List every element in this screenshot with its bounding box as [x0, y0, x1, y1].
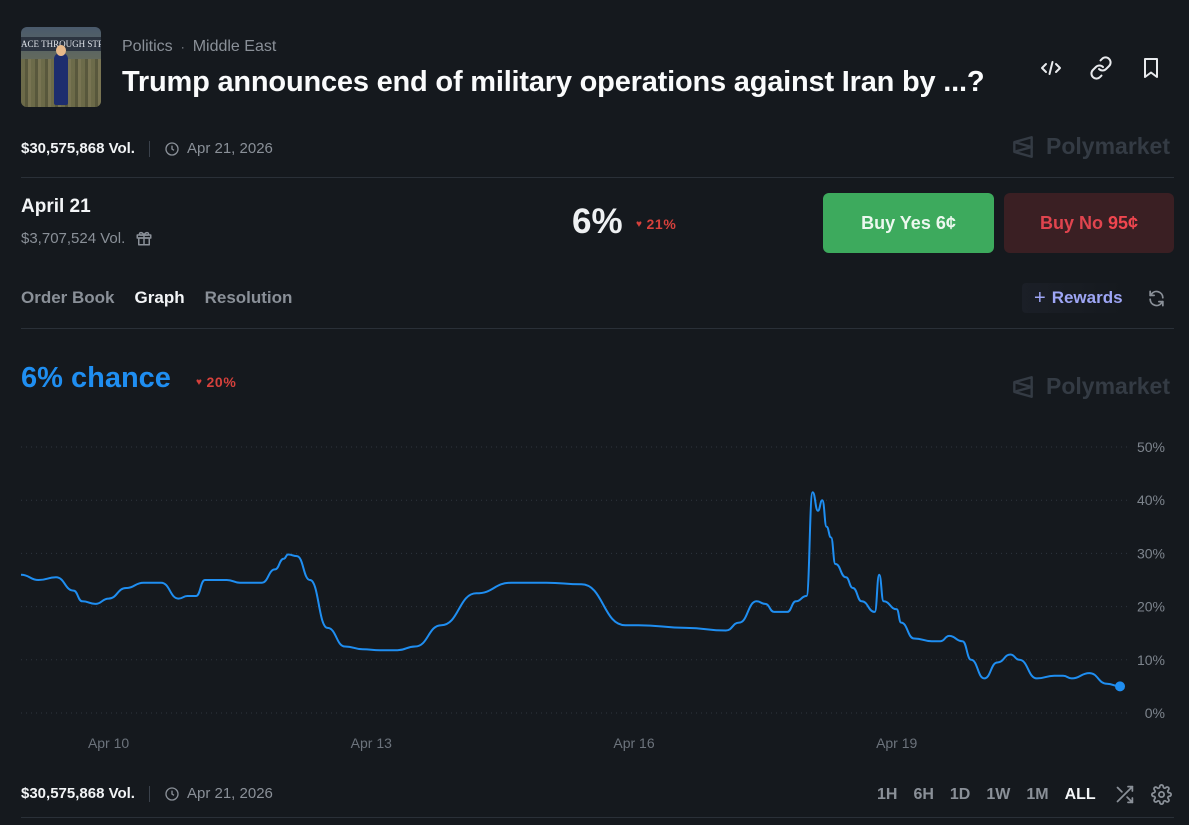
- market-volume: $3,707,524 Vol.: [21, 229, 126, 247]
- breadcrumb-category[interactable]: Politics: [122, 38, 173, 55]
- tab-graph[interactable]: Graph: [134, 288, 185, 307]
- tab-resolution[interactable]: Resolution: [204, 288, 293, 307]
- market-thumbnail: ACE THROUGH STRENG: [21, 27, 101, 107]
- market-probability: 6%: [572, 202, 623, 241]
- buy-yes-label: Buy Yes: [861, 212, 931, 233]
- y-tick-label: 0%: [1145, 705, 1165, 721]
- buy-yes-price: 6¢: [935, 212, 956, 233]
- breadcrumb-subcategory[interactable]: Middle East: [192, 38, 277, 55]
- tab-order-book[interactable]: Order Book: [21, 288, 115, 307]
- down-heart-icon: ♥: [636, 218, 643, 230]
- summary-row: $30,575,868 Vol. Apr 21, 2026: [21, 140, 273, 157]
- buy-no-label: Buy No: [1039, 212, 1103, 233]
- link-icon[interactable]: [1089, 56, 1113, 80]
- range-1d[interactable]: 1D: [949, 786, 971, 803]
- rewards-label: Rewards: [1051, 288, 1123, 307]
- down-heart-icon: ♥: [196, 376, 203, 388]
- buy-no-price: 95¢: [1107, 212, 1139, 233]
- y-tick-label: 20%: [1137, 599, 1165, 615]
- divider: [21, 177, 1174, 178]
- divider: [148, 785, 150, 802]
- footer-end-date-text: Apr 21, 2026: [186, 785, 273, 802]
- y-tick-label: 40%: [1137, 492, 1165, 508]
- x-tick-label: Apr 19: [876, 735, 917, 751]
- polymarket-logo-icon: [1013, 375, 1033, 398]
- polymarket-logo-icon: [1013, 135, 1033, 158]
- market-volume-row: $3,707,524 Vol.: [21, 229, 153, 247]
- polymarket-brand: Polymarket: [1046, 373, 1171, 399]
- range-all[interactable]: ALL: [1064, 786, 1096, 803]
- range-6h[interactable]: 6H: [913, 786, 934, 803]
- y-tick-label: 10%: [1137, 652, 1165, 668]
- series-line: [20, 491, 1121, 688]
- chance-label: 6% chance: [21, 362, 171, 394]
- clock-icon: [165, 141, 179, 156]
- chance-change: ♥ 20%: [196, 374, 236, 390]
- market-change: ♥ 21%: [636, 216, 676, 232]
- settings-gear-icon[interactable]: [1151, 784, 1172, 810]
- x-tick-label: Apr 10: [88, 735, 129, 751]
- polymarket-watermark: Polymarket: [1010, 133, 1170, 160]
- divider: [148, 140, 150, 157]
- range-1m[interactable]: 1M: [1026, 786, 1049, 803]
- bookmark-icon[interactable]: [1139, 56, 1163, 80]
- y-tick-label: 50%: [1137, 439, 1165, 455]
- buy-no-button[interactable]: Buy No 95¢: [1004, 193, 1174, 253]
- end-date: Apr 21, 2026: [164, 140, 273, 157]
- refresh-icon[interactable]: [1147, 289, 1166, 313]
- divider: [21, 817, 1174, 818]
- rewards-button[interactable]: + Rewards: [1022, 283, 1123, 313]
- footer-end-date: Apr 21, 2026: [164, 785, 273, 802]
- end-date-text: Apr 21, 2026: [186, 140, 273, 157]
- shuffle-icon[interactable]: [1114, 784, 1135, 810]
- range-1h[interactable]: 1H: [877, 786, 898, 803]
- breadcrumb: Politics · Middle East: [122, 38, 276, 56]
- page-title: Trump announces end of military operatio…: [122, 66, 985, 98]
- x-tick-label: Apr 13: [351, 735, 392, 751]
- price-chart[interactable]: 50% 40% 30% 20% 10% 0% Apr 10 Apr 13 Apr 16 Apr 1…: [0, 430, 1189, 760]
- polymarket-brand: Polymarket: [1046, 133, 1171, 159]
- time-range-selector: 1H 6H 1D 1W 1M ALL: [877, 786, 1096, 804]
- footer-summary-row: $30,575,868 Vol. Apr 21, 2026: [21, 785, 273, 802]
- market-tabs: Order Book Graph Resolution: [21, 288, 292, 308]
- clock-icon: [165, 786, 179, 801]
- plus-icon: +: [1034, 286, 1046, 309]
- thumbnail-head: [56, 45, 66, 56]
- code-embed-icon[interactable]: [1039, 56, 1063, 80]
- buy-yes-button[interactable]: Buy Yes 6¢: [823, 193, 994, 253]
- range-1w[interactable]: 1W: [986, 786, 1011, 803]
- gift-icon[interactable]: [135, 229, 153, 247]
- polymarket-watermark: Polymarket: [1010, 373, 1170, 400]
- thumbnail-person: [54, 53, 68, 105]
- breadcrumb-separator: ·: [180, 40, 185, 54]
- divider: [21, 328, 1174, 329]
- total-volume: $30,575,868 Vol.: [21, 140, 135, 157]
- footer-total-volume: $30,575,868 Vol.: [21, 785, 135, 802]
- thumbnail-banner: ACE THROUGH STRENG: [21, 37, 101, 51]
- market-label: April 21: [21, 196, 91, 217]
- series-end-point: [1115, 681, 1125, 692]
- chance-change-value: 20%: [206, 374, 237, 390]
- x-tick-label: Apr 16: [613, 735, 654, 751]
- y-tick-label: 30%: [1137, 545, 1165, 561]
- market-change-value: 21%: [646, 216, 677, 232]
